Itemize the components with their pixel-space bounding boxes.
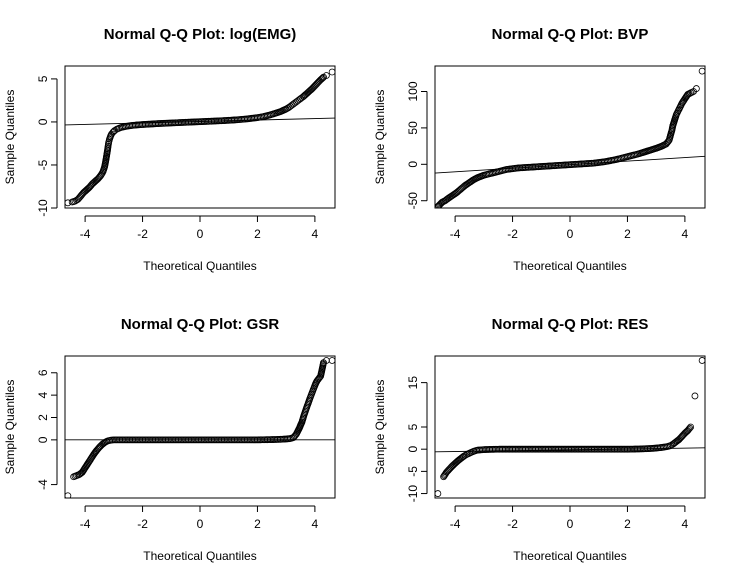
y-tick-label: 5 xyxy=(406,423,420,430)
y-tick-label: -50 xyxy=(406,192,420,210)
y-tick-label: 0 xyxy=(36,436,50,443)
x-tick-label: -4 xyxy=(80,227,91,241)
x-tick-label: -2 xyxy=(507,227,518,241)
data-point xyxy=(65,199,72,207)
x-axis-label: Theoretical Quantiles xyxy=(143,259,256,273)
data-point xyxy=(328,357,335,364)
x-tick-label: -2 xyxy=(137,517,148,531)
x-axis-label: Theoretical Quantiles xyxy=(513,259,626,273)
y-tick-label: 15 xyxy=(406,376,420,390)
data-point xyxy=(683,92,691,99)
x-tick-label: -2 xyxy=(137,227,148,241)
y-tick-label: 2 xyxy=(36,414,50,421)
y-axis-label: Sample Quantiles xyxy=(373,380,387,475)
data-point xyxy=(685,425,693,433)
x-tick-label: 0 xyxy=(197,517,204,531)
x-tick-label: 4 xyxy=(682,227,689,241)
data-point xyxy=(691,392,699,400)
plot-frame xyxy=(434,65,706,209)
x-axis-label: Theoretical Quantiles xyxy=(143,549,256,563)
data-point xyxy=(65,492,72,498)
data-point xyxy=(322,72,330,79)
y-tick-label: 0 xyxy=(36,118,50,125)
x-tick-label: 0 xyxy=(197,227,204,241)
x-tick-label: -2 xyxy=(507,517,518,531)
chart-title: Normal Q-Q Plot: log(EMG) xyxy=(104,26,297,43)
data-point xyxy=(437,199,445,207)
y-tick-label: 100 xyxy=(406,81,420,101)
plot-area xyxy=(65,68,335,207)
x-tick-label: 4 xyxy=(682,517,689,531)
chart-title: Normal Q-Q Plot: RES xyxy=(492,316,649,333)
data-point xyxy=(698,357,705,364)
data-point xyxy=(687,423,695,431)
y-tick-label: 5 xyxy=(36,75,50,82)
data-point xyxy=(688,88,696,96)
y-tick-label: -10 xyxy=(36,199,50,217)
x-tick-label: 4 xyxy=(312,517,319,531)
x-tick-label: 0 xyxy=(567,227,574,241)
x-tick-label: 2 xyxy=(254,517,261,531)
data-point xyxy=(313,378,321,386)
data-point xyxy=(692,85,700,92)
y-tick-label: -10 xyxy=(406,485,420,503)
plot-area xyxy=(65,357,335,498)
panel-res: Normal Q-Q Plot: RES Theoretical Quantil… xyxy=(373,316,706,563)
y-tick-label: 4 xyxy=(36,391,50,398)
data-point xyxy=(435,490,442,497)
data-point xyxy=(318,75,325,83)
y-axis-label: Sample Quantiles xyxy=(3,380,17,475)
y-tick-label: -5 xyxy=(36,159,50,170)
plot-frame xyxy=(434,355,706,499)
x-tick-label: 0 xyxy=(567,517,574,531)
plot-frame xyxy=(64,65,336,209)
data-point xyxy=(698,67,705,75)
x-tick-label: 2 xyxy=(254,227,261,241)
panel-gsr: Normal Q-Q Plot: GSR Theoretical Quantil… xyxy=(3,316,336,563)
x-tick-label: 2 xyxy=(624,517,631,531)
x-tick-label: 2 xyxy=(624,227,631,241)
chart-title: Normal Q-Q Plot: GSR xyxy=(121,316,280,333)
y-tick-label: 6 xyxy=(36,369,50,376)
data-point xyxy=(328,68,335,76)
y-axis-label: Sample Quantiles xyxy=(3,90,17,185)
x-tick-label: -4 xyxy=(450,227,461,241)
y-axis-label: Sample Quantiles xyxy=(373,90,387,185)
y-tick-label: -4 xyxy=(36,479,50,490)
plot-frame xyxy=(64,355,336,499)
x-tick-label: 4 xyxy=(312,227,319,241)
x-tick-label: -4 xyxy=(450,517,461,531)
data-point xyxy=(686,424,694,432)
x-tick-label: -4 xyxy=(80,517,91,531)
y-tick-label: 50 xyxy=(406,121,420,135)
panel-bvp: Normal Q-Q Plot: BVP Theoretical Quantil… xyxy=(373,26,706,273)
y-tick-label: 0 xyxy=(406,161,420,168)
plot-area xyxy=(435,357,705,497)
x-axis-label: Theoretical Quantiles xyxy=(513,549,626,563)
y-tick-label: 0 xyxy=(406,446,420,453)
plot-area xyxy=(435,67,705,208)
panel-log-emg: Normal Q-Q Plot: log(EMG) Theoretical Qu… xyxy=(3,26,336,273)
y-tick-label: -5 xyxy=(406,466,420,477)
data-point xyxy=(458,454,466,462)
chart-title: Normal Q-Q Plot: BVP xyxy=(492,26,649,43)
